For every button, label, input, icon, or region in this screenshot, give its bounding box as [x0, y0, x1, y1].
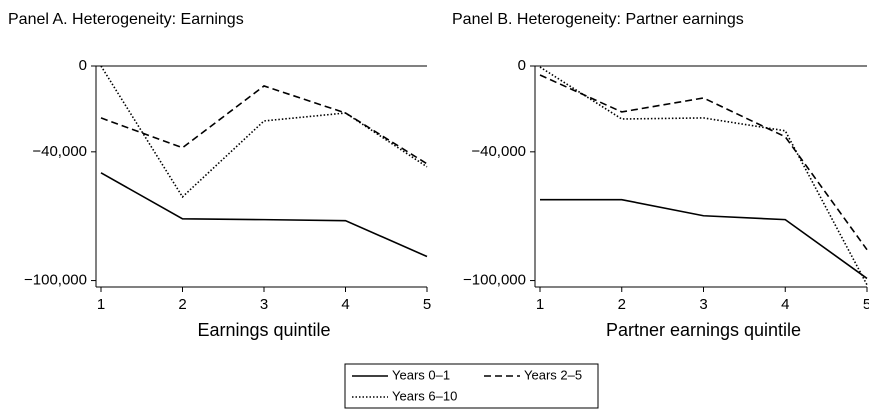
legend-box — [344, 363, 599, 409]
x-tick-label: 5 — [863, 296, 869, 313]
x-axis-label: Earnings quintile — [197, 320, 330, 340]
x-tick-label: 2 — [178, 296, 186, 313]
x-tick-label: 5 — [423, 296, 431, 313]
y-tick-label: −100,000 — [24, 272, 87, 289]
series-line — [100, 172, 428, 258]
legend-label: Years 0–1 — [392, 367, 450, 382]
x-axis-label: Partner earnings quintile — [606, 320, 801, 340]
y-tick-label: 0 — [518, 57, 526, 74]
series-line — [100, 85, 428, 165]
y-tick-label: 0 — [79, 57, 87, 74]
legend-label: Years 2–5 — [524, 367, 582, 382]
legend-label: Years 6–10 — [392, 388, 457, 403]
x-tick-label: 3 — [699, 296, 707, 313]
series-line — [539, 74, 868, 251]
y-tick-label: −40,000 — [471, 143, 526, 160]
x-tick-label: 2 — [618, 296, 626, 313]
series-line — [539, 66, 868, 286]
x-tick-label: 4 — [781, 296, 789, 313]
series-line — [540, 198, 868, 280]
x-tick-label: 3 — [260, 296, 268, 313]
chart-title: Panel B. Heterogeneity: Partner earnings — [452, 11, 744, 28]
x-tick-label: 1 — [97, 296, 105, 313]
y-tick-label: −100,000 — [463, 272, 526, 289]
x-tick-label: 4 — [341, 296, 349, 313]
series-line — [100, 65, 428, 199]
y-tick-label: −40,000 — [32, 143, 87, 160]
chart-title: Panel A. Heterogeneity: Earnings — [8, 11, 244, 28]
x-tick-label: 1 — [536, 296, 544, 313]
